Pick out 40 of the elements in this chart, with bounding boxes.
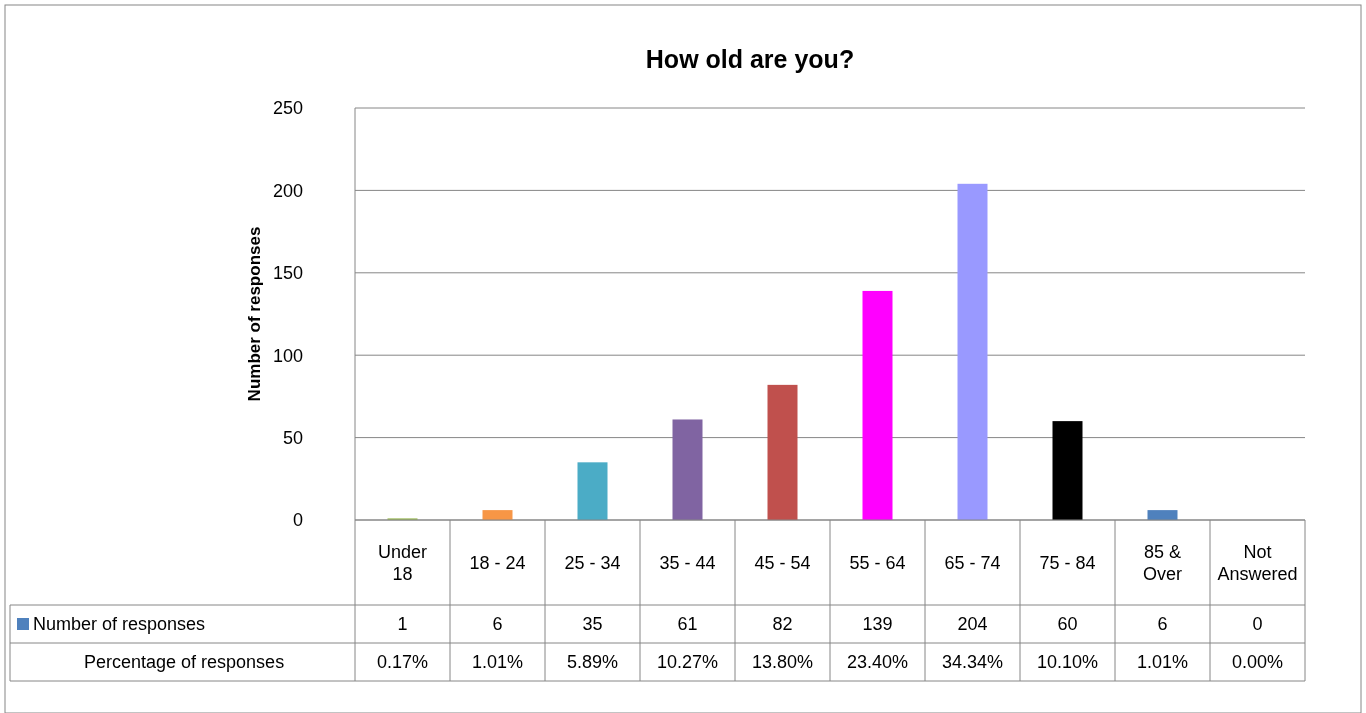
text: 10.27% — [656, 652, 719, 673]
x-tick-label: Not Answered — [1217, 541, 1298, 584]
x-tick-label: 65 - 74 — [944, 552, 1001, 573]
x-tick-label: Under 18 — [377, 541, 428, 584]
text: 1.01% — [1136, 652, 1189, 673]
x-tick-label: 25 - 34 — [564, 552, 621, 573]
text: 34.34% — [941, 652, 1004, 673]
data-label: 139 — [862, 614, 893, 635]
data-label: 61 — [677, 614, 698, 635]
data-label: 6 — [492, 614, 503, 635]
text: 5.89% — [566, 652, 619, 673]
y-tick-label: 50 — [282, 427, 303, 448]
y-tick-label: 0 — [292, 510, 303, 531]
text: 10.10% — [1036, 652, 1099, 673]
data-label: 35 — [582, 614, 603, 635]
y-tick-label: 100 — [272, 345, 303, 366]
text: 0.00% — [1231, 652, 1284, 673]
text: Percentage of responses — [84, 652, 285, 673]
chart-title: How old are you? — [645, 45, 855, 73]
data-label: 82 — [772, 614, 793, 635]
x-tick-label: 18 - 24 — [469, 552, 526, 573]
data-label: 6 — [1157, 614, 1168, 635]
text: 0.17% — [376, 652, 429, 673]
text: 1.01% — [471, 652, 524, 673]
x-tick-label: 35 - 44 — [659, 552, 716, 573]
legend-label: Number of responses — [33, 614, 206, 635]
data-label: 1 — [397, 614, 408, 635]
x-tick-label: 75 - 84 — [1039, 552, 1096, 573]
data-label: 0 — [1252, 614, 1263, 635]
y-axis-title: Number of responses — [245, 226, 264, 402]
text: 13.80% — [751, 652, 814, 673]
x-tick-label: 85 & Over — [1142, 541, 1183, 584]
y-tick-label: 200 — [272, 180, 303, 201]
data-label: 204 — [957, 614, 988, 635]
x-tick-label: 55 - 64 — [849, 552, 906, 573]
y-tick-label: 250 — [272, 98, 303, 119]
text: 23.40% — [846, 652, 909, 673]
data-label: 60 — [1057, 614, 1078, 635]
x-tick-label: 45 - 54 — [754, 552, 811, 573]
y-tick-label: 150 — [272, 263, 303, 284]
